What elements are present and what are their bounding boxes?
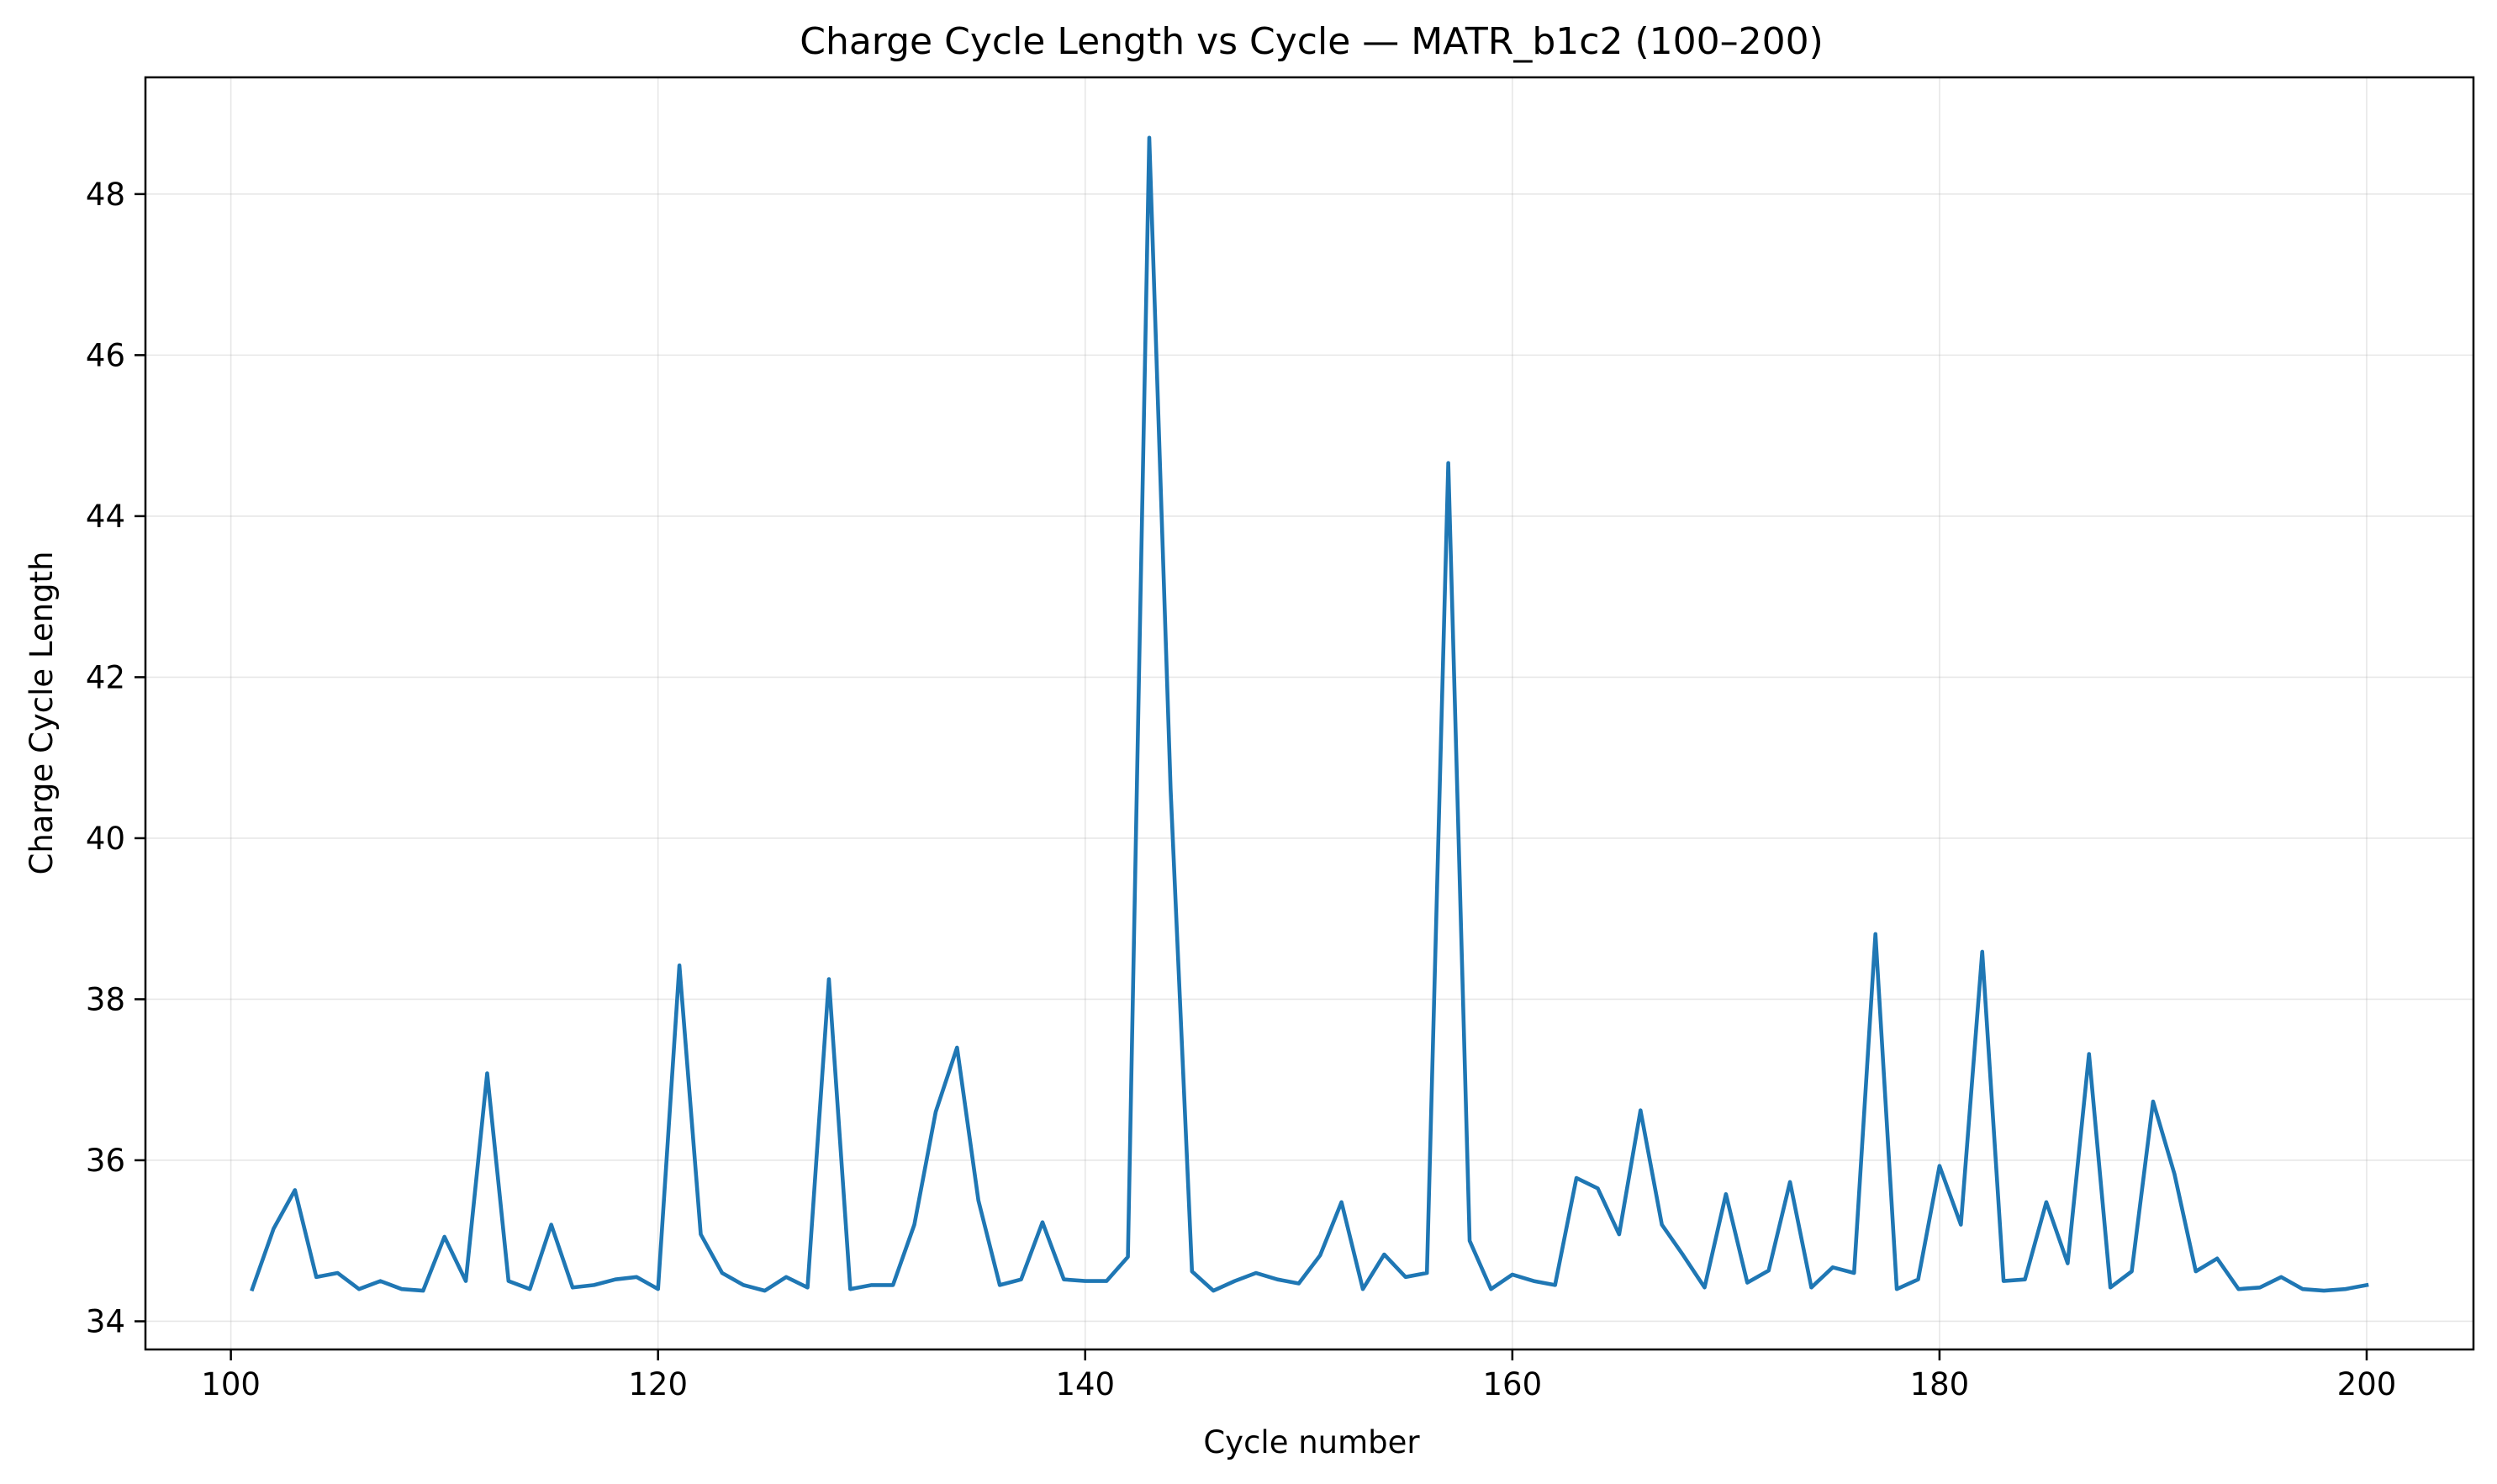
grid (145, 77, 2473, 1349)
x-tick-label: 200 (2337, 1366, 2397, 1402)
x-tick-label: 180 (1910, 1366, 1970, 1402)
y-axis-label: Charge Cycle Length (24, 551, 60, 874)
x-tick-label: 140 (1055, 1366, 1115, 1402)
x-axis-label: Cycle number (1203, 1424, 1420, 1460)
y-tick-label: 40 (86, 821, 125, 857)
y-tick-label: 42 (86, 659, 125, 695)
series-layer (250, 135, 2369, 1293)
x-axis: 100 120 140 160 180 200 (201, 1349, 2396, 1402)
plot-area-frame (144, 76, 2475, 1351)
series-line (250, 135, 2369, 1293)
y-tick-label: 44 (86, 499, 125, 535)
x-tick-label: 160 (1483, 1366, 1543, 1402)
y-tick-label: 48 (86, 177, 125, 213)
y-axis: 34 36 38 40 42 44 46 48 (86, 177, 145, 1339)
chart-title: Charge Cycle Length vs Cycle — MATR_b1c2… (800, 20, 1824, 63)
y-tick-label: 34 (86, 1303, 125, 1339)
x-tick-label: 100 (201, 1366, 261, 1402)
x-tick-label: 120 (628, 1366, 688, 1402)
y-tick-label: 36 (86, 1143, 125, 1179)
y-tick-label: 46 (86, 337, 125, 373)
y-tick-label: 38 (86, 981, 125, 1017)
